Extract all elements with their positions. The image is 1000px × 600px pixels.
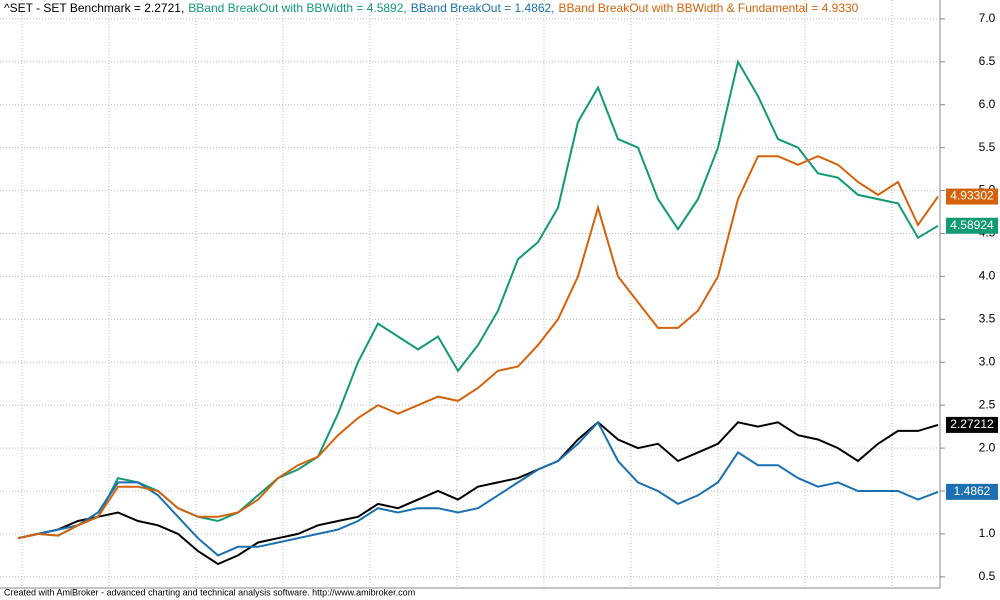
- legend-entry: BBand BreakOut with BBWidth = 4.5892,: [188, 1, 406, 15]
- value-tag-label: 2.27212: [950, 417, 994, 431]
- value-tag-label: 4.58924: [950, 218, 994, 232]
- y-tick-label: 3.5: [979, 311, 996, 325]
- y-tick-label: 0.5: [979, 569, 996, 583]
- y-tick-label: 1.0: [979, 526, 996, 540]
- y-tick-label: 4.0: [979, 269, 996, 283]
- y-tick-label: 2.5: [979, 397, 996, 411]
- legend: ^SET - SET Benchmark = 2.2721, BBand Brea…: [4, 1, 859, 15]
- value-tag: [946, 416, 998, 433]
- y-tick-label: 2.0: [979, 440, 996, 454]
- value-tag: [946, 188, 998, 205]
- y-tick-label: 5.5: [979, 140, 996, 154]
- y-tick-label: 6.5: [979, 54, 996, 68]
- vertical-grid: [21, 0, 893, 588]
- y-tick-label: 3.0: [979, 354, 996, 368]
- series-line: [17, 420, 939, 566]
- value-tag: [946, 217, 998, 234]
- y-tick-label: 6.0: [979, 97, 996, 111]
- value-tag-label: 4.93302: [950, 189, 994, 203]
- footer: Created with AmiBroker - advanced charti…: [4, 587, 415, 597]
- legend-entry: BBand BreakOut with BBWidth & Fundamenta…: [559, 1, 859, 15]
- value-tag-label: 1.4862: [954, 484, 991, 498]
- series-line: [17, 420, 939, 557]
- legend-entry: BBand BreakOut = 1.4862,: [411, 1, 555, 15]
- value-tag: [946, 483, 998, 500]
- series-line: [17, 155, 939, 540]
- legend-entry: ^SET - SET Benchmark = 2.2721,: [4, 1, 184, 15]
- y-tick-label: 7.0: [979, 11, 996, 25]
